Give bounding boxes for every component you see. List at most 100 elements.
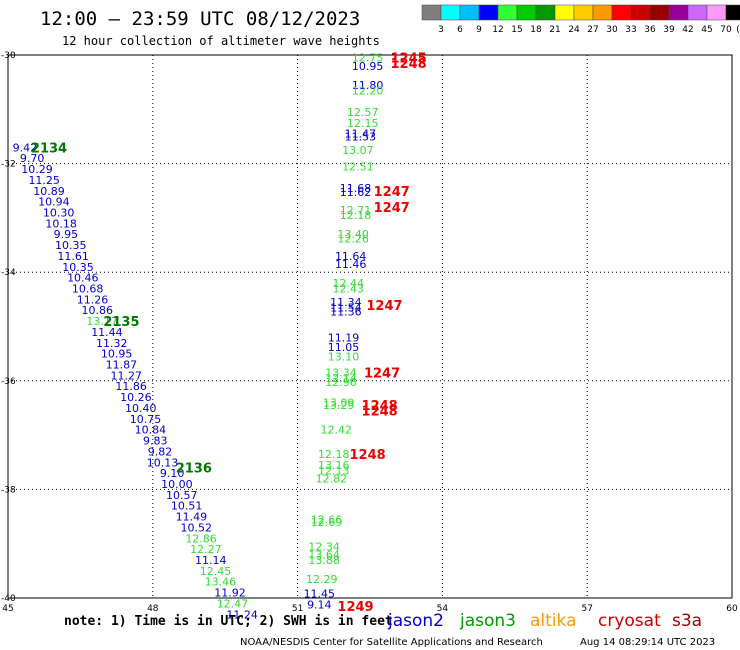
colorbar-swatch (630, 4, 651, 21)
swh-value: 11.14 (195, 554, 227, 567)
swh-value: 13.10 (328, 350, 360, 363)
swh-value: 12.69 (311, 516, 343, 529)
swh-value: 13.17 (86, 315, 118, 328)
grid (8, 55, 732, 598)
swh-value: 11.05 (328, 341, 360, 354)
swh-value: 11.25 (28, 174, 60, 187)
swh-value: 13.46 (205, 576, 237, 589)
swh-value: 11.62 (340, 186, 372, 199)
colorbar-swatch (706, 4, 727, 21)
pass-label: 1248 (362, 399, 398, 414)
swh-value: 12.29 (306, 573, 338, 586)
swh-value: 12.20 (352, 84, 384, 97)
swh-value: 9.14 (307, 599, 332, 612)
swh-value: 12.42 (320, 424, 352, 437)
swh-value: 13.16 (318, 459, 350, 472)
swh-value: 9.10 (160, 467, 185, 480)
colorbar-swatch (687, 4, 708, 21)
colorbar-swatch (554, 4, 575, 21)
swh-value: 11.80 (352, 79, 384, 92)
pass-label: 2135 (103, 315, 139, 330)
colorbar-label: 33 (625, 25, 636, 35)
plot-frame (7, 54, 733, 599)
swh-value: 12.15 (347, 117, 379, 130)
pass-label: 1247 (364, 367, 400, 382)
swh-value: 10.13 (147, 456, 179, 469)
swh-value: 11.61 (57, 250, 89, 263)
legend-jason2: jason2 (387, 611, 444, 631)
swh-value: 10.35 (55, 239, 87, 252)
x-tick-label: 45 (2, 604, 13, 614)
x-tick-label: 51 (292, 604, 303, 614)
pass-label: 1248 (349, 448, 385, 463)
x-tick-labels: 45 48 51 54 57 60 (2, 604, 738, 614)
swh-value: 11.27 (111, 369, 143, 382)
swh-value: 10.18 (45, 217, 77, 230)
swh-value: 13.88 (308, 554, 340, 567)
colorbar-swatch (649, 4, 670, 21)
swh-value: 13.64 (308, 549, 340, 562)
swh-value: 11.53 (345, 130, 377, 143)
colorbar-swatch (421, 4, 442, 21)
swh-value: 12.26 (337, 233, 369, 246)
swh-value: 12.96 (325, 376, 357, 389)
swh-value: 12.47 (217, 597, 249, 610)
colorbar-swatch (611, 4, 632, 21)
swh-value: 10.89 (33, 185, 65, 198)
swh-value: 13.29 (323, 399, 355, 412)
colorbar-swatch (497, 4, 518, 21)
swh-value: 13.34 (325, 367, 357, 380)
swh-value: 11.68 (340, 182, 372, 195)
swh-value: 12.34 (308, 540, 340, 553)
swh-value: 11.26 (77, 293, 109, 306)
colorbar-swatch (440, 4, 461, 21)
swh-value: 10.57 (166, 489, 198, 502)
swh-value: 10.46 (67, 272, 99, 285)
swh-value: 12.71 (340, 204, 372, 217)
swh-value: 11.54 (330, 301, 362, 314)
colorbar-label: 3 (438, 25, 444, 35)
swh-value: 11.45 (304, 588, 336, 601)
pass-label: 1247 (374, 201, 410, 216)
colorbar-label: 30 (606, 25, 618, 35)
x-tick-label: 48 (147, 604, 159, 614)
swh-value: 10.95 (352, 60, 384, 73)
swh-value: 10.29 (21, 163, 53, 176)
swh-value: 11.86 (115, 380, 147, 393)
swh-value: 12.18 (318, 448, 350, 461)
colorbar-swatch (478, 4, 499, 21)
y-tick-label: -40 (1, 594, 16, 604)
swh-value: 10.95 (101, 348, 133, 361)
colorbar-label: 36 (644, 25, 656, 35)
swh-value: 13.09 (323, 397, 355, 410)
colorbar-label: 6 (457, 25, 463, 35)
x-tick-label: 54 (437, 604, 449, 614)
footer-timestamp: Aug 14 08:29:14 UTC 2023 (580, 637, 715, 648)
chart-title: 12:00 – 23:59 UTC 08/12/2023 (40, 8, 360, 30)
pass-labels: 2134213521361245124812471247124712471248… (31, 52, 427, 615)
swh-value: 12.82 (316, 473, 348, 486)
swh-value: 10.35 (62, 261, 94, 274)
swh-value: 10.75 (130, 413, 162, 426)
colorbar-label: 70 (720, 25, 732, 35)
swh-value: 10.00 (161, 478, 193, 491)
swh-value: 12.14 (325, 372, 357, 385)
swh-value: 11.19 (328, 331, 360, 344)
colorbar-label: 9 (476, 25, 482, 35)
swh-value: 10.84 (135, 424, 167, 437)
swh-value: 12.75 (352, 52, 384, 65)
colorbar-label: 18 (530, 25, 542, 35)
swh-value: 10.26 (120, 391, 152, 404)
legend-jason3: jason3 (459, 611, 516, 631)
pass-label: 2134 (31, 141, 67, 156)
swh-value: 12.13 (318, 464, 350, 477)
swh-value: 10.40 (125, 402, 157, 415)
swh-value: 12.66 (311, 513, 343, 526)
y-tick-labels: -30 -32 -34 -36 -38 -40 (1, 51, 16, 604)
footer-note: note: 1) Time is in UTC; 2) SWH is in fe… (64, 614, 393, 629)
swh-value: 10.30 (43, 206, 75, 219)
colorbar-swatch (668, 4, 689, 21)
colorbar-swatch (592, 4, 613, 21)
colorbar-label: 42 (682, 25, 693, 35)
